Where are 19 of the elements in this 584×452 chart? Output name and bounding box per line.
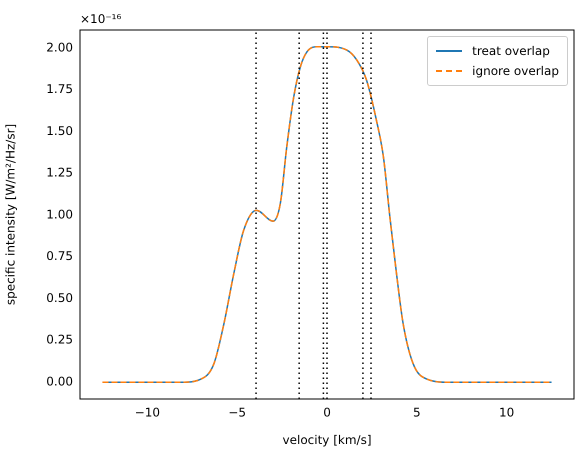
x-tick-label: 0	[323, 405, 331, 420]
x-tick-label: −10	[134, 405, 160, 420]
y-tick-label: 0.25	[46, 332, 73, 347]
y-tick-label: 1.50	[46, 124, 73, 138]
x-tick-label: −5	[228, 405, 246, 420]
y-tick-label: 0.75	[46, 249, 73, 264]
text: ×10⁻¹⁶	[80, 12, 122, 26]
y-tick-label: 0.00	[46, 374, 73, 388]
y-tick-label: 2.00	[46, 40, 73, 54]
y-tick-label: 0.50	[46, 290, 73, 305]
y-axis-title: specific intensity [W/m²/Hz/sr]	[3, 124, 18, 306]
x-axis-title: velocity [km/s]	[282, 432, 372, 447]
y-tick-label: 1.75	[46, 82, 73, 96]
y-tick-label: 1.00	[46, 207, 73, 222]
y-tick-label: 1.25	[46, 166, 73, 180]
x-tick-label: 10	[498, 405, 514, 420]
legend-label: treat overlap	[472, 43, 550, 60]
legend-label: ignore overlap	[472, 63, 559, 80]
x-tick-label: 5	[413, 405, 421, 420]
